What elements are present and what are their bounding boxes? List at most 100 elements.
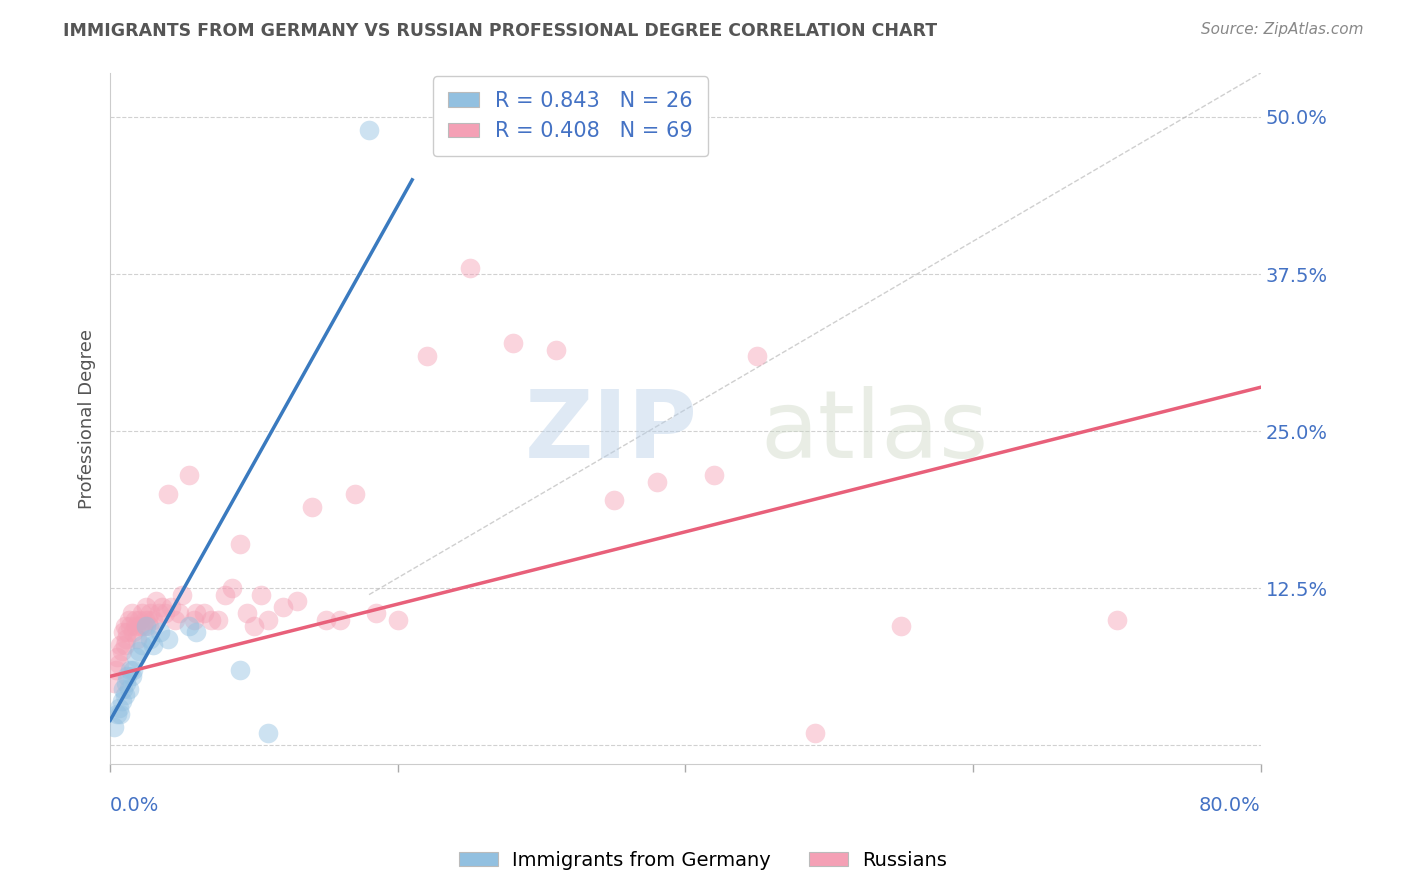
Point (110, 638, 132, 652)
Point (221, 582, 243, 596)
Point (285, 594, 308, 608)
Point (105, 650, 128, 665)
Point (329, 613, 352, 627)
Point (124, 613, 146, 627)
Point (703, 468, 725, 483)
Point (121, 669, 143, 683)
Point (135, 600, 157, 615)
Point (111, 694, 134, 708)
Text: Source: ZipAtlas.com: Source: ZipAtlas.com (1201, 22, 1364, 37)
Point (257, 726, 280, 740)
Point (127, 632, 149, 646)
Point (107, 657, 129, 671)
Text: 80.0%: 80.0% (1199, 796, 1261, 814)
Point (179, 619, 201, 633)
Point (114, 688, 136, 702)
Point (804, 726, 827, 740)
Point (134, 613, 156, 627)
Point (112, 681, 135, 696)
Point (250, 588, 273, 602)
Point (357, 122, 380, 136)
Point (179, 468, 201, 483)
Point (132, 619, 155, 633)
Point (122, 625, 145, 640)
Point (138, 619, 160, 633)
Point (387, 613, 409, 627)
Point (186, 625, 208, 640)
Point (207, 613, 229, 627)
Point (131, 607, 153, 621)
Point (139, 632, 162, 646)
Point (228, 663, 250, 677)
Point (747, 349, 769, 363)
Point (193, 607, 215, 621)
Point (502, 336, 524, 351)
Point (117, 625, 139, 640)
Text: atlas: atlas (761, 386, 988, 478)
Point (118, 613, 141, 627)
Point (142, 613, 165, 627)
Point (301, 500, 323, 514)
Point (366, 607, 388, 621)
Point (890, 619, 912, 633)
Point (156, 487, 179, 501)
Point (645, 475, 668, 489)
Point (103, 675, 125, 690)
Point (602, 493, 624, 508)
Text: IMMIGRANTS FROM GERMANY VS RUSSIAN PROFESSIONAL DEGREE CORRELATION CHART: IMMIGRANTS FROM GERMANY VS RUSSIAN PROFE… (63, 22, 938, 40)
Point (115, 675, 138, 690)
Point (118, 681, 141, 696)
Point (167, 607, 190, 621)
Point (114, 619, 136, 633)
Point (159, 600, 181, 615)
Point (200, 613, 222, 627)
Point (110, 707, 132, 722)
Point (170, 588, 193, 602)
Point (129, 619, 152, 633)
Point (104, 663, 127, 677)
Point (243, 619, 266, 633)
Point (122, 663, 145, 677)
Text: 0.0%: 0.0% (110, 796, 159, 814)
Point (228, 537, 250, 551)
Point (128, 644, 150, 658)
Point (236, 607, 259, 621)
Point (142, 638, 165, 652)
Point (163, 613, 186, 627)
Point (103, 720, 125, 734)
Point (128, 613, 150, 627)
Point (149, 625, 172, 640)
Y-axis label: Professional Degree: Professional Degree (79, 328, 96, 508)
Point (120, 663, 142, 677)
Point (121, 607, 143, 621)
Point (214, 588, 236, 602)
Point (115, 632, 138, 646)
Point (112, 625, 135, 640)
Point (125, 650, 148, 665)
Point (1105, 613, 1128, 627)
Point (117, 669, 139, 683)
Point (139, 607, 162, 621)
Point (186, 607, 208, 621)
Legend: R = 0.843   N = 26, R = 0.408   N = 69: R = 0.843 N = 26, R = 0.408 N = 69 (433, 77, 707, 156)
Point (135, 619, 157, 633)
Point (145, 594, 167, 608)
Point (183, 613, 205, 627)
Point (125, 619, 148, 633)
Point (415, 349, 437, 363)
Point (153, 607, 176, 621)
Point (114, 638, 136, 652)
Point (156, 632, 179, 646)
Point (120, 619, 142, 633)
Point (111, 644, 134, 658)
Text: ZIP: ZIP (524, 386, 697, 478)
Point (107, 700, 129, 714)
Point (315, 613, 337, 627)
Point (271, 600, 294, 615)
Point (105, 707, 128, 722)
Point (343, 487, 366, 501)
Legend: Immigrants from Germany, Russians: Immigrants from Germany, Russians (451, 843, 955, 878)
Point (150, 600, 173, 615)
Point (458, 260, 481, 275)
Point (136, 613, 159, 627)
